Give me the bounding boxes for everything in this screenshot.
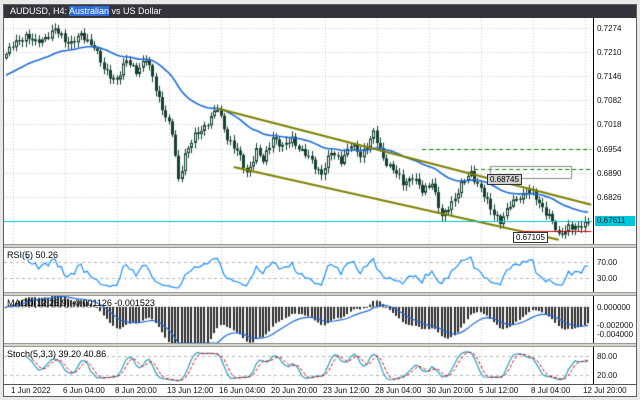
time-axis-label: 8 Jun 20:00 [115, 386, 157, 395]
axis-tick-label: 0.6954 [597, 145, 622, 154]
current-price-badge: 0.67611 [595, 216, 635, 226]
axis-tick-label: 70.00 [597, 258, 618, 267]
time-axis[interactable]: 1 Jun 2022 6 Jun 04:00 8 Jun 20:00 13 Jun 1… [4, 384, 636, 396]
stochastic-panel: Stoch(5,3,3) 39.20 40.86 80.00 20.00 [4, 347, 636, 384]
axis-tick-label: 20.00 [597, 371, 618, 380]
time-axis-label: 8 Jul 04:00 [531, 386, 571, 395]
macd-indicator-label: MACD(12,26,9) -0.001126 -0.001523 [7, 298, 155, 308]
macd-panel: MACD(12,26,9) -0.001126 -0.001523 0.0000… [4, 296, 636, 343]
stochastic-axis[interactable]: 80.00 20.00 [593, 347, 636, 384]
swing-low-price-label[interactable]: 0.67105 [513, 232, 548, 243]
stochastic-chart-canvas[interactable] [4, 347, 592, 384]
rsi-chart-canvas[interactable] [4, 248, 592, 292]
time-axis-label: 1 Jun 2022 [11, 386, 51, 395]
panel-splitter[interactable] [4, 343, 636, 347]
axis-tick-label: 80.00 [597, 352, 618, 361]
axis-tick-label: -0.004000 [597, 330, 634, 339]
time-axis-label: 5 Jul 12:00 [479, 386, 519, 395]
rsi-axis[interactable]: 70.00 30.00 [593, 248, 636, 292]
price-chart-panel: 0.68745 0.67105 0.67611 0.7274 0.7210 0.71… [4, 18, 636, 244]
chart-title-post: vs US Dollar [109, 6, 162, 16]
price-axis[interactable]: 0.67611 0.7274 0.7210 0.7146 0.7082 0.7018 0.… [593, 18, 636, 244]
macd-axis[interactable]: 0.000000 -0.002000 -0.004000 [593, 296, 636, 343]
axis-tick-label: 0.6826 [597, 193, 622, 202]
panel-splitter[interactable] [4, 292, 636, 296]
axis-tick-label: 0.6890 [597, 169, 622, 178]
time-axis-label: 12 Jul 20:00 [583, 386, 627, 395]
time-axis-label: 28 Jun 04:00 [375, 386, 422, 395]
time-axis-label: 20 Jun 20:00 [271, 386, 318, 395]
rsi-indicator-label: RSI(5) 50.26 [7, 250, 59, 260]
macd-chart-canvas[interactable] [4, 296, 592, 343]
panel-splitter[interactable] [4, 244, 636, 248]
axis-tick-label: -0.002000 [597, 321, 634, 330]
axis-tick-label: 0.7274 [597, 24, 622, 33]
time-axis-label: 13 Jun 12:00 [167, 386, 214, 395]
rsi-panel: RSI(5) 50.26 70.00 30.00 [4, 248, 636, 292]
axis-tick-label: 30.00 [597, 274, 618, 283]
chart-title-pre: AUDUSD, H4: [10, 6, 70, 16]
axis-tick-label: 0.7210 [597, 48, 622, 57]
time-axis-label: 16 Jun 04:00 [219, 386, 266, 395]
chart-title-highlight: Australian [69, 6, 110, 16]
chart-title-bar[interactable]: AUDUSD, H4: Australian vs US Dollar [4, 5, 636, 18]
candlestick-chart-canvas[interactable] [4, 18, 592, 244]
chart-window: AUDUSD, H4: Australian vs US Dollar 0.68… [3, 4, 637, 397]
time-axis-label: 6 Jun 04:00 [63, 386, 105, 395]
axis-tick-label: 0.7082 [597, 96, 622, 105]
stochastic-indicator-label: Stoch(5,3,3) 39.20 40.86 [7, 349, 107, 359]
resistance-price-label[interactable]: 0.68745 [487, 174, 522, 185]
time-axis-label: 30 Jun 20:00 [427, 386, 474, 395]
time-axis-label: 23 Jun 12:00 [323, 386, 370, 395]
axis-tick-label: 0.7146 [597, 72, 622, 81]
axis-tick-label: 0.7018 [597, 120, 622, 129]
axis-tick-label: 0.000000 [597, 303, 631, 312]
